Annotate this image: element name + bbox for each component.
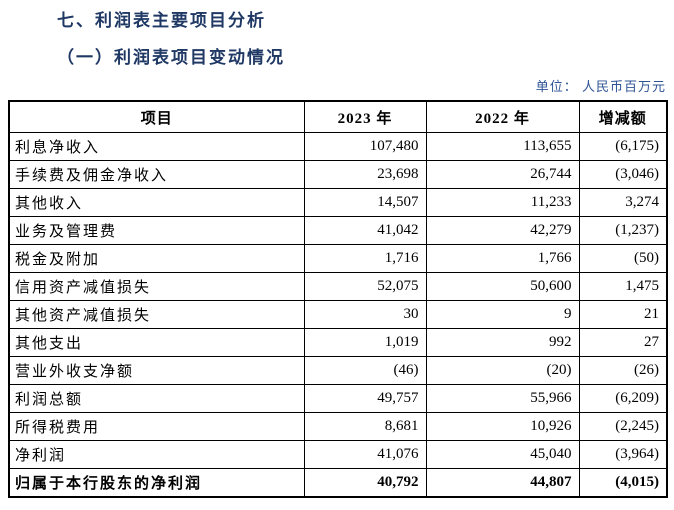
- value-2022-cell: 42,279: [425, 216, 580, 245]
- change-cell: 3,274: [578, 188, 668, 217]
- change-cell: (6,209): [578, 384, 668, 413]
- item-cell: 所得税费用: [8, 412, 305, 441]
- value-2022-cell: 9: [425, 300, 580, 329]
- table-row: 净利润 41,076 45,040 (3,964): [8, 440, 668, 469]
- value-2022-cell: 55,966: [425, 384, 580, 413]
- value-2023-cell: 41,076: [303, 440, 427, 469]
- value-2022-cell: 50,600: [425, 272, 580, 301]
- value-2023-cell: 23,698: [303, 160, 427, 189]
- table-row: 利润总额 49,757 55,966 (6,209): [8, 384, 668, 413]
- change-cell: 1,475: [578, 272, 668, 301]
- value-2023-cell: 41,042: [303, 216, 427, 245]
- value-2023-cell: (46): [303, 356, 427, 385]
- value-2023-cell: 1,019: [303, 328, 427, 357]
- item-cell: 其他支出: [8, 328, 305, 357]
- item-cell: 业务及管理费: [8, 216, 305, 245]
- change-cell: 21: [578, 300, 668, 329]
- value-2022-cell: (20): [425, 356, 580, 385]
- value-2023-cell: 49,757: [303, 384, 427, 413]
- value-2023-cell: 14,507: [303, 188, 427, 217]
- table-header-row: 项目 2023 年 2022 年 增减额: [8, 100, 668, 133]
- item-cell: 税金及附加: [8, 244, 305, 273]
- item-cell: 其他收入: [8, 188, 305, 217]
- table-row: 归属于本行股东的净利润 40,792 44,807 (4,015): [8, 468, 668, 498]
- change-cell: (50): [578, 244, 668, 273]
- value-2022-cell: 1,766: [425, 244, 580, 273]
- table-row: 信用资产减值损失 52,075 50,600 1,475: [8, 272, 668, 301]
- table-header: 项目 2023 年 2022 年 增减额: [8, 100, 668, 133]
- value-2023-cell: 30: [303, 300, 427, 329]
- table-row: 税金及附加 1,716 1,766 (50): [8, 244, 668, 273]
- item-cell: 利息净收入: [8, 132, 305, 161]
- unit-note: 单位： 人民币百万元: [535, 79, 666, 94]
- table-row: 营业外收支净额 (46) (20) (26): [8, 356, 668, 385]
- table-row: 其他收入 14,507 11,233 3,274: [8, 188, 668, 217]
- table-row: 手续费及佣金净收入 23,698 26,744 (3,046): [8, 160, 668, 189]
- change-cell: (1,237): [578, 216, 668, 245]
- table-row: 利息净收入 107,480 113,655 (6,175): [8, 132, 668, 161]
- value-2022-cell: 11,233: [425, 188, 580, 217]
- change-cell: (3,964): [578, 440, 668, 469]
- value-2022-cell: 992: [425, 328, 580, 357]
- value-2022-cell: 45,040: [425, 440, 580, 469]
- table-row: 业务及管理费 41,042 42,279 (1,237): [8, 216, 668, 245]
- change-cell: (2,245): [578, 412, 668, 441]
- column-header-change: 增减额: [578, 100, 668, 133]
- item-cell: 信用资产减值损失: [8, 272, 305, 301]
- change-cell: 27: [578, 328, 668, 357]
- value-2023-cell: 8,681: [303, 412, 427, 441]
- table-row: 所得税费用 8,681 10,926 (2,245): [8, 412, 668, 441]
- value-2023-cell: 107,480: [303, 132, 427, 161]
- value-2023-cell: 40,792: [303, 468, 427, 498]
- table-row: 其他资产减值损失 30 9 21: [8, 300, 668, 329]
- value-2022-cell: 44,807: [425, 468, 580, 498]
- item-cell: 净利润: [8, 440, 305, 469]
- item-cell: 手续费及佣金净收入: [8, 160, 305, 189]
- change-cell: (3,046): [578, 160, 668, 189]
- value-2023-cell: 52,075: [303, 272, 427, 301]
- column-header-item: 项目: [8, 100, 305, 133]
- column-header-2023: 2023 年: [303, 100, 427, 133]
- profit-table-body: 利息净收入 107,480 113,655 (6,175) 手续费及佣金净收入 23,69…: [8, 132, 668, 498]
- item-cell: 营业外收支净额: [8, 356, 305, 385]
- change-cell: (26): [578, 356, 668, 385]
- section-title: 七、利润表主要项目分析: [57, 11, 266, 30]
- change-cell: (4,015): [578, 468, 668, 498]
- item-cell: 其他资产减值损失: [8, 300, 305, 329]
- value-2022-cell: 10,926: [425, 412, 580, 441]
- item-cell: 利润总额: [8, 384, 305, 413]
- column-header-2022: 2022 年: [425, 100, 580, 133]
- change-cell: (6,175): [578, 132, 668, 161]
- table-row: 其他支出 1,019 992 27: [8, 328, 668, 357]
- subsection-title: （一）利润表项目变动情况: [57, 48, 285, 67]
- profit-statement-table: 项目 2023 年 2022 年 增减额 利息净收入 107,480 113,655…: [8, 100, 668, 498]
- value-2022-cell: 26,744: [425, 160, 580, 189]
- value-2022-cell: 113,655: [425, 132, 580, 161]
- item-cell: 归属于本行股东的净利润: [8, 468, 305, 498]
- value-2023-cell: 1,716: [303, 244, 427, 273]
